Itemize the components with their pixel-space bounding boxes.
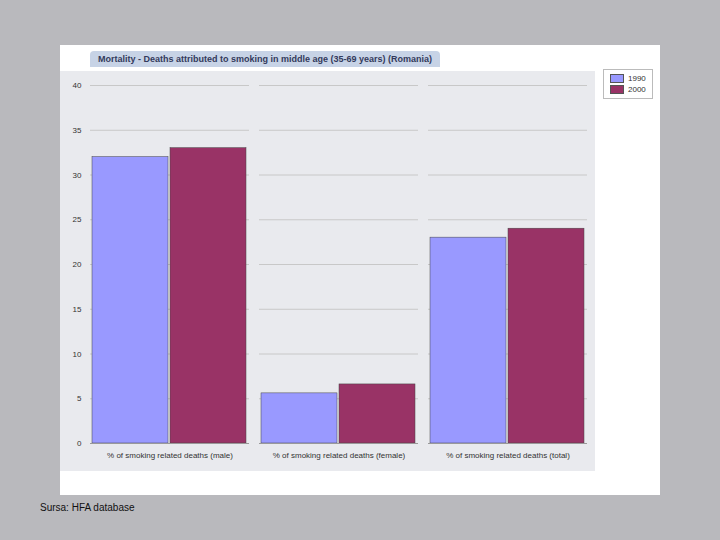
svg-text:% of smoking related deaths (t: % of smoking related deaths (total): [446, 451, 570, 460]
svg-text:% of smoking related deaths (m: % of smoking related deaths (male): [107, 451, 233, 460]
html-text:2000: 2000: [628, 85, 646, 94]
svg-text:40: 40: [73, 81, 82, 90]
svg-text:10: 10: [73, 350, 82, 359]
html-text:1990: 1990: [628, 74, 646, 83]
svg-text:30: 30: [73, 171, 82, 180]
html-text:Mortality - Deaths attributed: Mortality - Deaths attributed to smoking…: [98, 54, 433, 64]
svg-text:15: 15: [73, 305, 82, 314]
html-text:Sursa: HFA database: Sursa: HFA database: [40, 502, 135, 513]
svg-text:20: 20: [73, 260, 82, 269]
svg-text:35: 35: [73, 126, 82, 135]
svg-text:5: 5: [77, 394, 82, 403]
svg-text:0: 0: [77, 439, 82, 448]
svg-text:25: 25: [73, 215, 82, 224]
svg-text:% of smoking related deaths (f: % of smoking related deaths (female): [273, 451, 406, 460]
